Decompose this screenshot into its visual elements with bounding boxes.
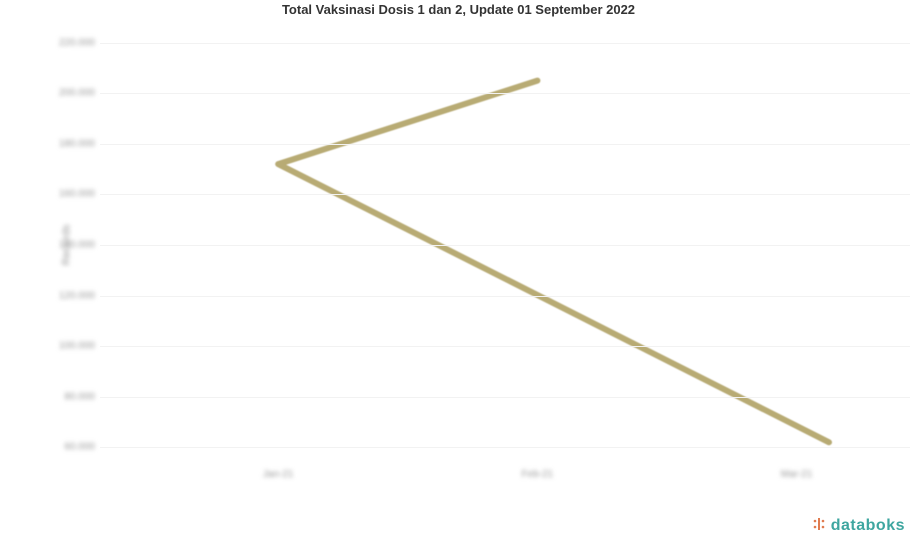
databoks-watermark: databoks xyxy=(811,516,905,535)
y-tick-label: 80.000 xyxy=(40,391,95,402)
x-tick-label: Mar-21 xyxy=(781,469,813,480)
gridline xyxy=(100,397,910,398)
gridline xyxy=(100,296,910,297)
plot-area: Records 60.00080.000100.000120.000140.00… xyxy=(40,30,910,460)
chart-container: Total Vaksinasi Dosis 1 dan 2, Update 01… xyxy=(0,0,917,547)
y-tick-label: 200.000 xyxy=(40,88,95,99)
chart-title: Total Vaksinasi Dosis 1 dan 2, Update 01… xyxy=(0,2,917,17)
gridline xyxy=(100,447,910,448)
y-tick-label: 60.000 xyxy=(40,442,95,453)
gridline xyxy=(100,93,910,94)
y-tick-label: 180.000 xyxy=(40,138,95,149)
gridline xyxy=(100,194,910,195)
gridline xyxy=(100,144,910,145)
series-line-dosis xyxy=(278,81,829,443)
gridline xyxy=(100,43,910,44)
y-tick-label: 140.000 xyxy=(40,240,95,251)
gridline xyxy=(100,245,910,246)
databoks-logo-text: databoks xyxy=(831,517,905,535)
x-tick-label: Jan-21 xyxy=(263,469,294,480)
x-tick-label: Feb-21 xyxy=(522,469,554,480)
y-tick-label: 100.000 xyxy=(40,341,95,352)
y-tick-label: 220.000 xyxy=(40,37,95,48)
y-tick-label: 120.000 xyxy=(40,290,95,301)
y-tick-label: 160.000 xyxy=(40,189,95,200)
gridline xyxy=(100,346,910,347)
databoks-logo-icon xyxy=(811,516,827,535)
